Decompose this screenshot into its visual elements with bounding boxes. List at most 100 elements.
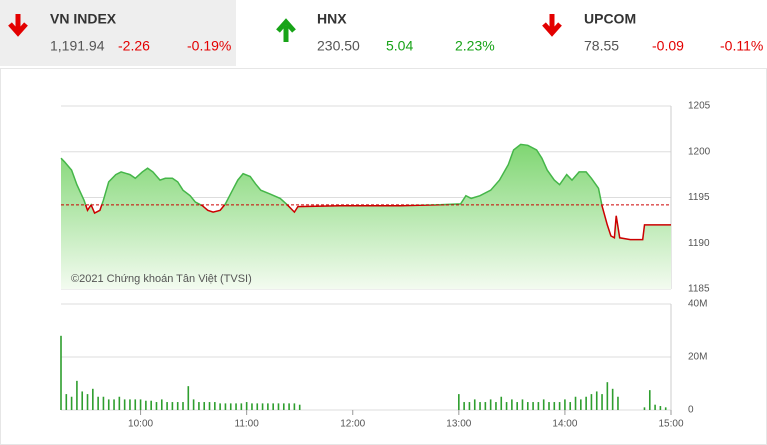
volume-bar — [139, 399, 142, 410]
y-tick-label: 20M — [688, 352, 707, 363]
watermark: ©2021 Chứng khoán Tân Việt (TVSI) — [71, 273, 252, 285]
volume-bar — [574, 396, 577, 410]
volume-bar — [235, 403, 237, 410]
price-line — [60, 143, 671, 241]
volume-bar — [267, 403, 269, 410]
volume-bar — [198, 402, 200, 410]
volume-bar — [511, 399, 513, 410]
y-tick-label: 1195 — [688, 192, 710, 203]
y-tick-label: 40M — [688, 299, 707, 310]
x-tick-label: 13:00 — [446, 419, 471, 430]
ticker-value: 230.50 — [317, 38, 360, 54]
volume-bar — [107, 399, 110, 410]
volume-bar — [145, 400, 147, 410]
volume-bar — [643, 407, 646, 410]
volume-bar — [208, 402, 211, 410]
volume-bar — [203, 402, 206, 410]
ticker-change: -2.26 — [118, 38, 150, 54]
y-tick-label: 1205 — [688, 101, 711, 112]
volume-bar — [654, 404, 656, 410]
volume-bar — [288, 403, 290, 410]
ticker-highlight — [0, 0, 236, 66]
volume-bar — [590, 394, 593, 410]
ticker-percent: -0.19% — [187, 38, 231, 54]
volume-bar — [505, 402, 508, 410]
volume-bar — [617, 396, 619, 410]
volume-bar — [76, 380, 78, 410]
volume-bar — [595, 391, 598, 410]
volume-bar — [489, 399, 492, 410]
volume-bar — [86, 394, 89, 410]
volume-bar — [192, 399, 195, 410]
volume-bar — [187, 386, 190, 410]
y-tick-label: 1190 — [688, 238, 710, 249]
x-tick-label: 15:00 — [658, 419, 683, 430]
volume-bar — [102, 396, 105, 410]
volume-bar — [182, 402, 184, 410]
x-tick-label: 12:00 — [340, 419, 365, 430]
volume-bar — [97, 396, 99, 410]
volume-bar — [65, 394, 68, 410]
volume-bar — [484, 402, 487, 410]
volume-bar — [293, 403, 296, 410]
down-arrow — [542, 14, 562, 37]
volume-bar — [176, 402, 179, 410]
y-tick-label: 0 — [688, 405, 694, 416]
volume-bar — [659, 406, 662, 410]
volume-bar — [224, 403, 227, 410]
volume-bar — [611, 388, 614, 410]
volume-bar — [81, 391, 84, 410]
volume-bar — [166, 402, 168, 410]
volume-bar — [123, 399, 126, 410]
volume-bar — [548, 402, 550, 410]
volume-bar — [155, 402, 158, 410]
ticker-value: 1,191.94 — [50, 38, 105, 54]
volume-bar — [458, 394, 460, 410]
y-tick-label: 1185 — [688, 284, 710, 295]
volume-bar — [277, 403, 280, 410]
volume-bar — [495, 402, 497, 410]
volume-bar — [229, 403, 232, 410]
volume-bar — [70, 396, 73, 410]
volume-bar — [564, 399, 566, 410]
volume-bar — [526, 402, 529, 410]
volume-bar — [516, 402, 518, 410]
volume-bar — [532, 402, 534, 410]
volume-bar — [219, 403, 221, 410]
volume-bar — [60, 335, 62, 410]
volume-bar — [463, 402, 465, 410]
ticker-name: HNX — [317, 11, 347, 27]
volume-bar — [521, 399, 524, 410]
up-arrow — [276, 18, 296, 42]
volume-bar — [214, 402, 216, 410]
volume-bar — [468, 402, 471, 410]
volume-bar — [473, 399, 476, 410]
y-tick-label: 1200 — [688, 146, 711, 157]
volume-bar — [92, 388, 94, 410]
volume-bar — [569, 402, 572, 410]
x-tick-label: 10:00 — [128, 419, 153, 430]
volume-bar — [245, 402, 248, 410]
ticker-name: UPCOM — [584, 11, 636, 27]
volume-bar — [240, 403, 243, 410]
volume-bar — [664, 407, 667, 410]
volume-bar — [129, 399, 131, 410]
volume-bar — [601, 394, 603, 410]
volume-bar — [500, 396, 503, 410]
volume-bar — [558, 402, 561, 410]
volume-bar — [272, 403, 274, 410]
volume-bar — [553, 402, 556, 410]
volume-bar — [298, 404, 301, 410]
volume-bar — [118, 396, 121, 410]
volume-bar — [648, 390, 651, 410]
volume-bar — [282, 403, 285, 410]
volume-bar — [585, 396, 587, 410]
volume-bar — [160, 399, 163, 410]
volume-bar — [606, 382, 609, 410]
volume-bar — [261, 403, 264, 410]
ticker-percent: 2.23% — [455, 38, 495, 54]
ticker-value: 78.55 — [584, 38, 619, 54]
ticker-percent: -0.11% — [720, 38, 763, 54]
